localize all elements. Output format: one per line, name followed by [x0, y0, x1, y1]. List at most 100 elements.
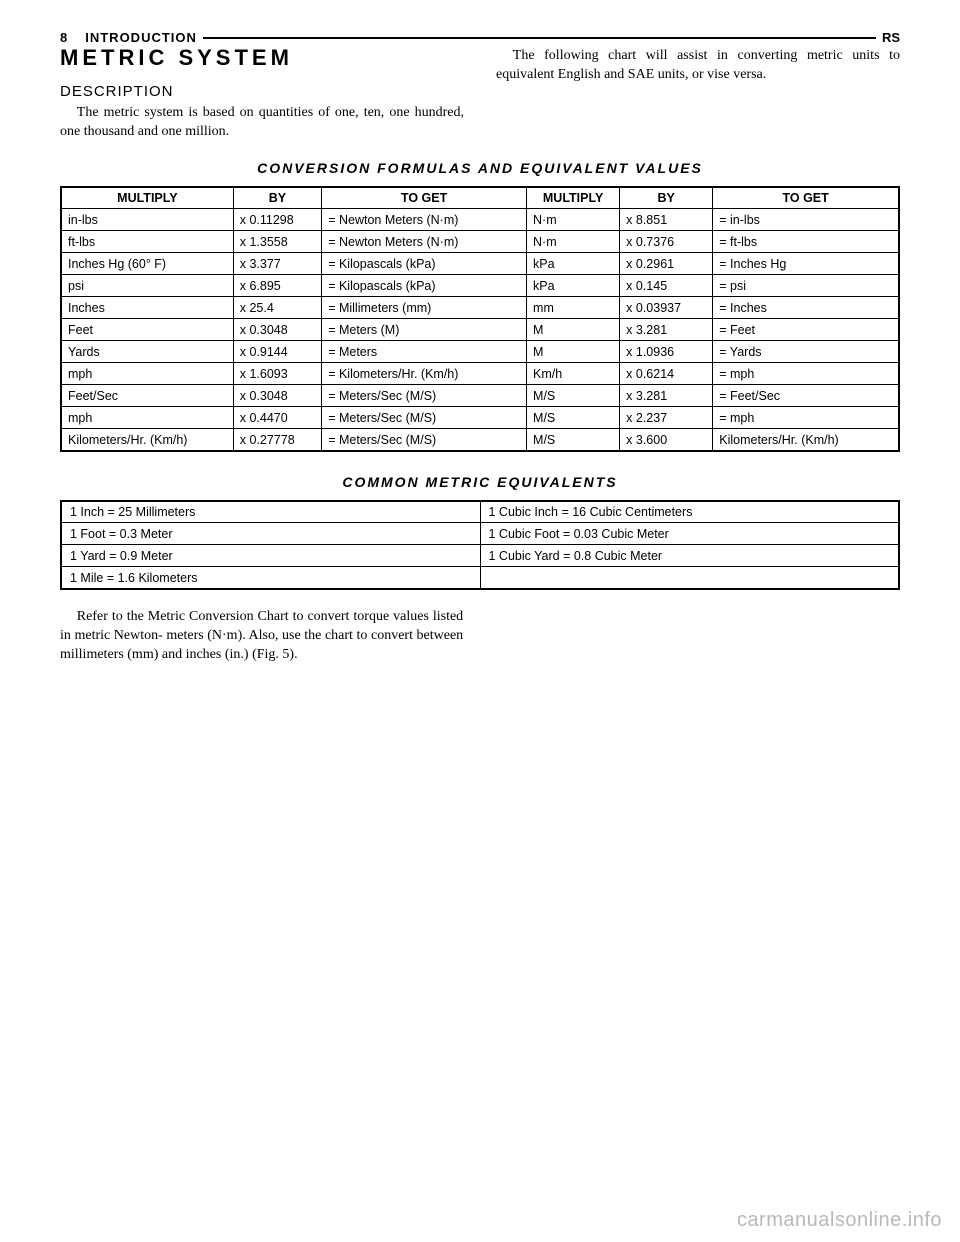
table-row: psix 6.895= Kilopascals (kPa)kPax 0.145=…: [61, 275, 899, 297]
table-cell: kPa: [527, 253, 620, 275]
watermark: carmanualsonline.info: [737, 1209, 942, 1232]
table-cell: Feet/Sec: [61, 385, 233, 407]
table-cell: x 0.9144: [233, 341, 321, 363]
table-cell: N·m: [527, 231, 620, 253]
table-cell: = Meters: [322, 341, 527, 363]
table-cell: x 8.851: [620, 209, 713, 231]
table-cell: x 1.0936: [620, 341, 713, 363]
table-cell: = mph: [713, 407, 899, 429]
table-row: mphx 1.6093= Kilometers/Hr. (Km/h)Km/hx …: [61, 363, 899, 385]
table-cell: in-lbs: [61, 209, 233, 231]
table-cell: 1 Cubic Foot = 0.03 Cubic Meter: [480, 523, 899, 545]
table-cell: M/S: [527, 429, 620, 451]
table-row: Yardsx 0.9144= MetersMx 1.0936= Yards: [61, 341, 899, 363]
col-header: MULTIPLY: [527, 187, 620, 209]
description-heading: DESCRIPTION: [60, 83, 464, 100]
table-cell: = Yards: [713, 341, 899, 363]
intro-right-text: The following chart will assist in conve…: [496, 47, 900, 85]
table-header-row: MULTIPLY BY TO GET MULTIPLY BY TO GET: [61, 187, 899, 209]
table-row: Inchesx 25.4= Millimeters (mm)mmx 0.0393…: [61, 297, 899, 319]
table-cell: x 3.377: [233, 253, 321, 275]
table-cell: Inches Hg (60° F): [61, 253, 233, 275]
table-row: in-lbsx 0.11298= Newton Meters (N·m)N·mx…: [61, 209, 899, 231]
table-cell: M: [527, 319, 620, 341]
conversion-table: MULTIPLY BY TO GET MULTIPLY BY TO GET in…: [60, 186, 900, 452]
table-cell: x 3.281: [620, 319, 713, 341]
table-cell: psi: [61, 275, 233, 297]
table-cell: Km/h: [527, 363, 620, 385]
table-cell: = Newton Meters (N·m): [322, 209, 527, 231]
conversion-table-title: CONVERSION FORMULAS AND EQUIVALENT VALUE…: [60, 160, 900, 176]
table-cell: = Millimeters (mm): [322, 297, 527, 319]
table-cell: x 0.145: [620, 275, 713, 297]
table-cell: N·m: [527, 209, 620, 231]
table-cell: = Feet: [713, 319, 899, 341]
table-cell: Inches: [61, 297, 233, 319]
table-cell: x 1.6093: [233, 363, 321, 385]
table-cell: [480, 567, 899, 589]
table-cell: = Meters/Sec (M/S): [322, 385, 527, 407]
table-cell: mm: [527, 297, 620, 319]
footer-text: Refer to the Metric Conversion Chart to …: [60, 608, 463, 665]
page-header: 8 INTRODUCTION RS: [60, 30, 900, 45]
table-cell: 1 Yard = 0.9 Meter: [61, 545, 480, 567]
table-cell: = in-lbs: [713, 209, 899, 231]
table-row: 1 Mile = 1.6 Kilometers: [61, 567, 899, 589]
table-cell: x 0.11298: [233, 209, 321, 231]
table-cell: mph: [61, 407, 233, 429]
table-cell: 1 Foot = 0.3 Meter: [61, 523, 480, 545]
table-cell: ft-lbs: [61, 231, 233, 253]
table-cell: Kilometers/Hr. (Km/h): [713, 429, 899, 451]
page-number: 8: [60, 30, 67, 45]
table-cell: = Kilopascals (kPa): [322, 253, 527, 275]
table-row: ft-lbsx 1.3558= Newton Meters (N·m)N·mx …: [61, 231, 899, 253]
table-cell: x 0.4470: [233, 407, 321, 429]
table-cell: 1 Cubic Inch = 16 Cubic Centimeters: [480, 501, 899, 523]
table-row: 1 Foot = 0.3 Meter1 Cubic Foot = 0.03 Cu…: [61, 523, 899, 545]
table-cell: x 3.600: [620, 429, 713, 451]
table-cell: = Newton Meters (N·m): [322, 231, 527, 253]
table-cell: = Inches: [713, 297, 899, 319]
table-cell: x 3.281: [620, 385, 713, 407]
table-cell: 1 Mile = 1.6 Kilometers: [61, 567, 480, 589]
table-cell: 1 Inch = 25 Millimeters: [61, 501, 480, 523]
intro-left-text: The metric system is based on quantities…: [60, 104, 464, 142]
col-header: TO GET: [713, 187, 899, 209]
table-cell: = Feet/Sec: [713, 385, 899, 407]
table-row: 1 Yard = 0.9 Meter1 Cubic Yard = 0.8 Cub…: [61, 545, 899, 567]
table-cell: x 0.27778: [233, 429, 321, 451]
table-cell: = psi: [713, 275, 899, 297]
table-row: 1 Inch = 25 Millimeters1 Cubic Inch = 16…: [61, 501, 899, 523]
table-cell: x 0.03937: [620, 297, 713, 319]
table-cell: Kilometers/Hr. (Km/h): [61, 429, 233, 451]
equivalents-table-title: COMMON METRIC EQUIVALENTS: [60, 474, 900, 490]
table-cell: M/S: [527, 407, 620, 429]
table-cell: = Meters/Sec (M/S): [322, 429, 527, 451]
table-cell: M/S: [527, 385, 620, 407]
table-cell: x 6.895: [233, 275, 321, 297]
header-divider: [203, 37, 876, 39]
table-cell: x 0.6214: [620, 363, 713, 385]
table-cell: mph: [61, 363, 233, 385]
table-cell: x 0.2961: [620, 253, 713, 275]
table-cell: M: [527, 341, 620, 363]
table-cell: kPa: [527, 275, 620, 297]
table-cell: = mph: [713, 363, 899, 385]
equivalents-table: 1 Inch = 25 Millimeters1 Cubic Inch = 16…: [60, 500, 900, 590]
table-cell: Feet: [61, 319, 233, 341]
table-cell: = Meters (M): [322, 319, 527, 341]
table-cell: x 0.3048: [233, 385, 321, 407]
page-title: METRIC SYSTEM: [60, 45, 464, 71]
table-cell: = Inches Hg: [713, 253, 899, 275]
col-header: BY: [233, 187, 321, 209]
table-row: Feet/Secx 0.3048= Meters/Sec (M/S)M/Sx 3…: [61, 385, 899, 407]
table-cell: = Kilometers/Hr. (Km/h): [322, 363, 527, 385]
table-cell: Yards: [61, 341, 233, 363]
table-row: Inches Hg (60° F)x 3.377= Kilopascals (k…: [61, 253, 899, 275]
table-row: Kilometers/Hr. (Km/h)x 0.27778= Meters/S…: [61, 429, 899, 451]
col-header: BY: [620, 187, 713, 209]
header-code: RS: [882, 30, 900, 45]
table-cell: x 1.3558: [233, 231, 321, 253]
section-name: INTRODUCTION: [85, 30, 197, 45]
table-cell: x 0.7376: [620, 231, 713, 253]
